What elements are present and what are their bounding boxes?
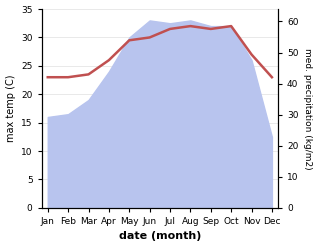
Y-axis label: med. precipitation (kg/m2): med. precipitation (kg/m2) <box>303 48 313 169</box>
Y-axis label: max temp (C): max temp (C) <box>5 75 16 142</box>
X-axis label: date (month): date (month) <box>119 231 201 242</box>
